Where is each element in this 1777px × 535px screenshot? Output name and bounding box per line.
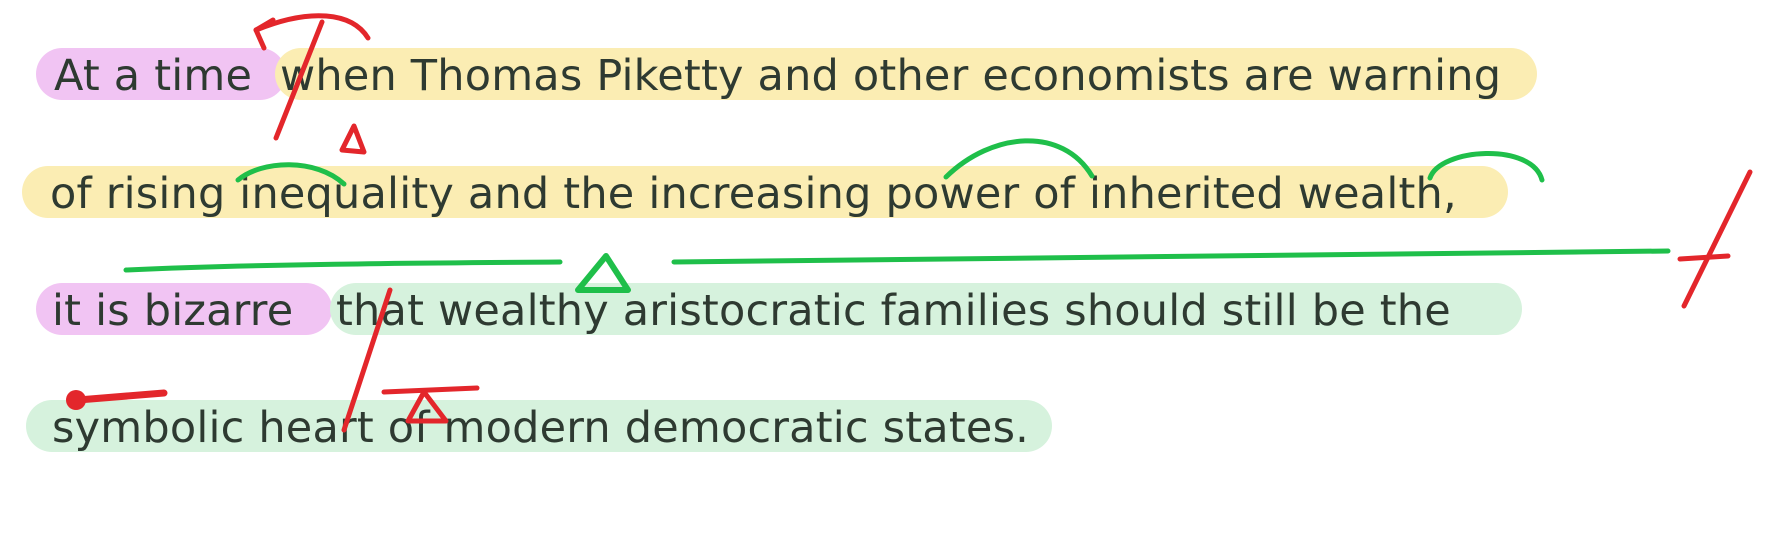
red-triangle-marker-2 — [381, 385, 480, 395]
highlight-main-subject — [36, 283, 332, 335]
highlight-main-clause-cont — [26, 400, 1052, 452]
red-curved-arrow — [253, 13, 371, 41]
highlight-main-clause — [330, 283, 1522, 335]
green-underline-left — [123, 259, 563, 273]
red-pin-line — [74, 389, 168, 404]
red-arrowhead — [253, 17, 276, 51]
passage-line-4: symbolic heart of modern democratic stat… — [52, 402, 1029, 454]
red-slash-divider-2 — [1681, 169, 1753, 309]
red-cross-stroke — [1677, 253, 1731, 262]
passage-line-3: it is bizarre that wealthy aristocratic f… — [52, 285, 1451, 337]
that-clause: that wealthy aristocratic families shoul… — [336, 286, 1451, 336]
comma: , — [1443, 169, 1457, 219]
red-triangle-marker-1 — [339, 123, 367, 155]
of-clause: of rising inequality and the increasing … — [50, 169, 1444, 219]
intro-phrase: At a time — [54, 51, 253, 101]
when-clause: when Thomas Piketty and other economists… — [280, 51, 1502, 101]
passage-line-2: of rising inequality and the increasing … — [50, 168, 1457, 220]
green-underline-right — [671, 248, 1671, 265]
highlight-intro-phrase — [36, 48, 286, 100]
main-subject-phrase: it is bizarre — [52, 286, 294, 336]
passage-line-1: At a time when Thomas Piketty and other e… — [54, 50, 1501, 102]
that-clause-end: symbolic heart of modern democratic stat… — [52, 403, 1030, 453]
highlight-when-clause — [275, 48, 1537, 100]
